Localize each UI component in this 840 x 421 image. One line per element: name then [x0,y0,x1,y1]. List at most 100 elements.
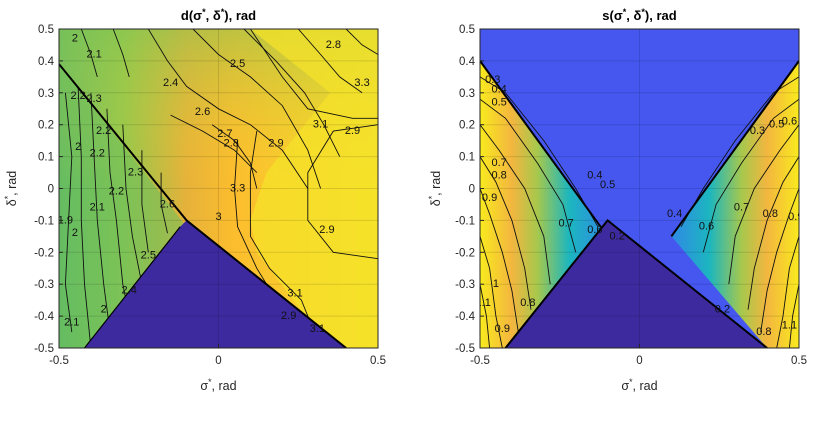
contour-label: 2.8 [326,39,341,51]
y-tick-label: 0.5 [38,24,54,36]
contour-label: 3.1 [287,288,302,300]
contour-label: 0.7 [558,217,573,229]
contour-line [788,284,799,348]
undefined-region [505,220,768,348]
y-tick-label: -0.3 [34,279,54,291]
contour-line [106,108,130,317]
contour-line [480,284,491,348]
contour-label: 2.4 [163,77,178,89]
x-tick-label: 0 [215,355,221,367]
contour-line [141,150,149,253]
contour-label: 0.3 [485,74,500,86]
contour-line [192,29,322,189]
y-tick-label: -0.4 [34,311,54,323]
contour-line [307,124,378,260]
contour-line [480,188,519,333]
contour-label: 1 [493,278,499,290]
y-tick-label: 0.3 [459,88,475,100]
contour-line [480,156,532,310]
contour-label: 2.3 [86,93,101,105]
right-region [671,60,799,348]
contour-line [760,188,799,333]
contour-label: 0.6 [587,224,602,236]
contour-label: 0.5 [491,96,506,108]
contour-label: 2.9 [345,125,360,137]
contour-line [747,156,799,310]
y-tick-label: -0.3 [455,279,475,291]
contour-label: 0.9 [788,211,803,223]
contour-label: 0.5 [600,179,615,191]
y-tick-label: -0.2 [34,247,54,259]
right-contour-chart: 0.30.40.50.70.80.90.50.40.60.70.211.10.9… [427,7,807,393]
plot-area: 0.30.40.50.70.80.90.50.40.60.70.211.10.9… [476,29,803,348]
y-tick-label: 0.3 [38,88,54,100]
contour-label: 2.3 [128,166,143,178]
y-tick-label: 0.2 [38,120,54,132]
contour-label: 1.1 [782,320,797,332]
chart-title: s(σ*, δ*), rad [602,7,676,23]
contour-label: 2.7 [217,128,232,140]
contour-label: 0.8 [763,208,778,220]
contour-line [77,86,92,348]
contour-label: 0.8 [491,170,506,182]
contour-line [147,29,309,189]
contour-line [211,124,258,189]
boundary-line [84,226,181,348]
contour-label: 0.7 [734,202,749,214]
y-tick-label: 0.4 [459,56,476,68]
x-axis-label: σ*, rad [200,377,236,393]
y-tick-label: 0.2 [459,120,475,132]
contour-label: 0.6 [699,221,714,233]
y-tick-label: 0 [48,184,54,196]
contour-label: 2.5 [230,58,245,70]
contour-label: 2.1 [64,316,79,328]
x-tick-label: 0.5 [370,355,386,367]
contour-line [480,236,503,348]
contour-line [480,124,551,285]
contour-label: 2.9 [319,224,334,236]
contour-label: 0.4 [667,208,682,220]
contour-label: 2.4 [122,284,137,296]
y-tick-label: 0.4 [38,56,55,68]
contour-label: 1.1 [476,297,491,309]
left-region [59,29,187,348]
contour-line [702,98,799,253]
contour-label: 3.3 [354,77,369,89]
contour-line [90,92,111,333]
y-tick-label: 0.1 [38,152,54,164]
contour-label: 2.8 [224,138,239,150]
right-region [250,29,378,348]
y-tick-label: -0.1 [34,215,54,227]
contour-line [64,92,73,333]
y-tick-label: 0 [469,184,475,196]
y-tick-label: -0.1 [455,215,475,227]
contour-line [297,29,363,94]
y-tick-label: -0.4 [455,311,475,323]
contour-label: 0.3 [750,125,765,137]
contour-label: 0.4 [587,170,602,182]
contour-label: 0.9 [495,323,510,335]
contour-line [80,29,98,78]
contour-label: 2.6 [160,198,175,210]
contour-line [249,131,322,348]
contour-label: 2.9 [281,310,296,322]
contour-label: 0.7 [491,157,506,169]
contour-label: 0.9 [482,192,497,204]
contour-label: 3 [215,211,221,223]
y-tick-label: 0.1 [459,152,475,164]
contour-label: 2 [101,304,107,316]
contour-line [250,29,378,119]
contour-line [480,98,577,253]
boundary-line [480,60,609,237]
contour-label: 2.2 [96,125,111,137]
contour-label: 2.2 [70,90,85,102]
contour-label: 2.2 [109,186,124,198]
contour-label: 0.2 [610,230,625,242]
boundary-line [670,60,799,237]
contour-label: 3.1 [310,323,325,335]
x-axis-label: σ*, rad [621,377,657,393]
contour-label: 2 [75,141,81,153]
contour-line [776,236,799,348]
chart-title: d(σ*, δ*), rad [181,7,256,23]
contour-label: 2.1 [90,202,105,214]
